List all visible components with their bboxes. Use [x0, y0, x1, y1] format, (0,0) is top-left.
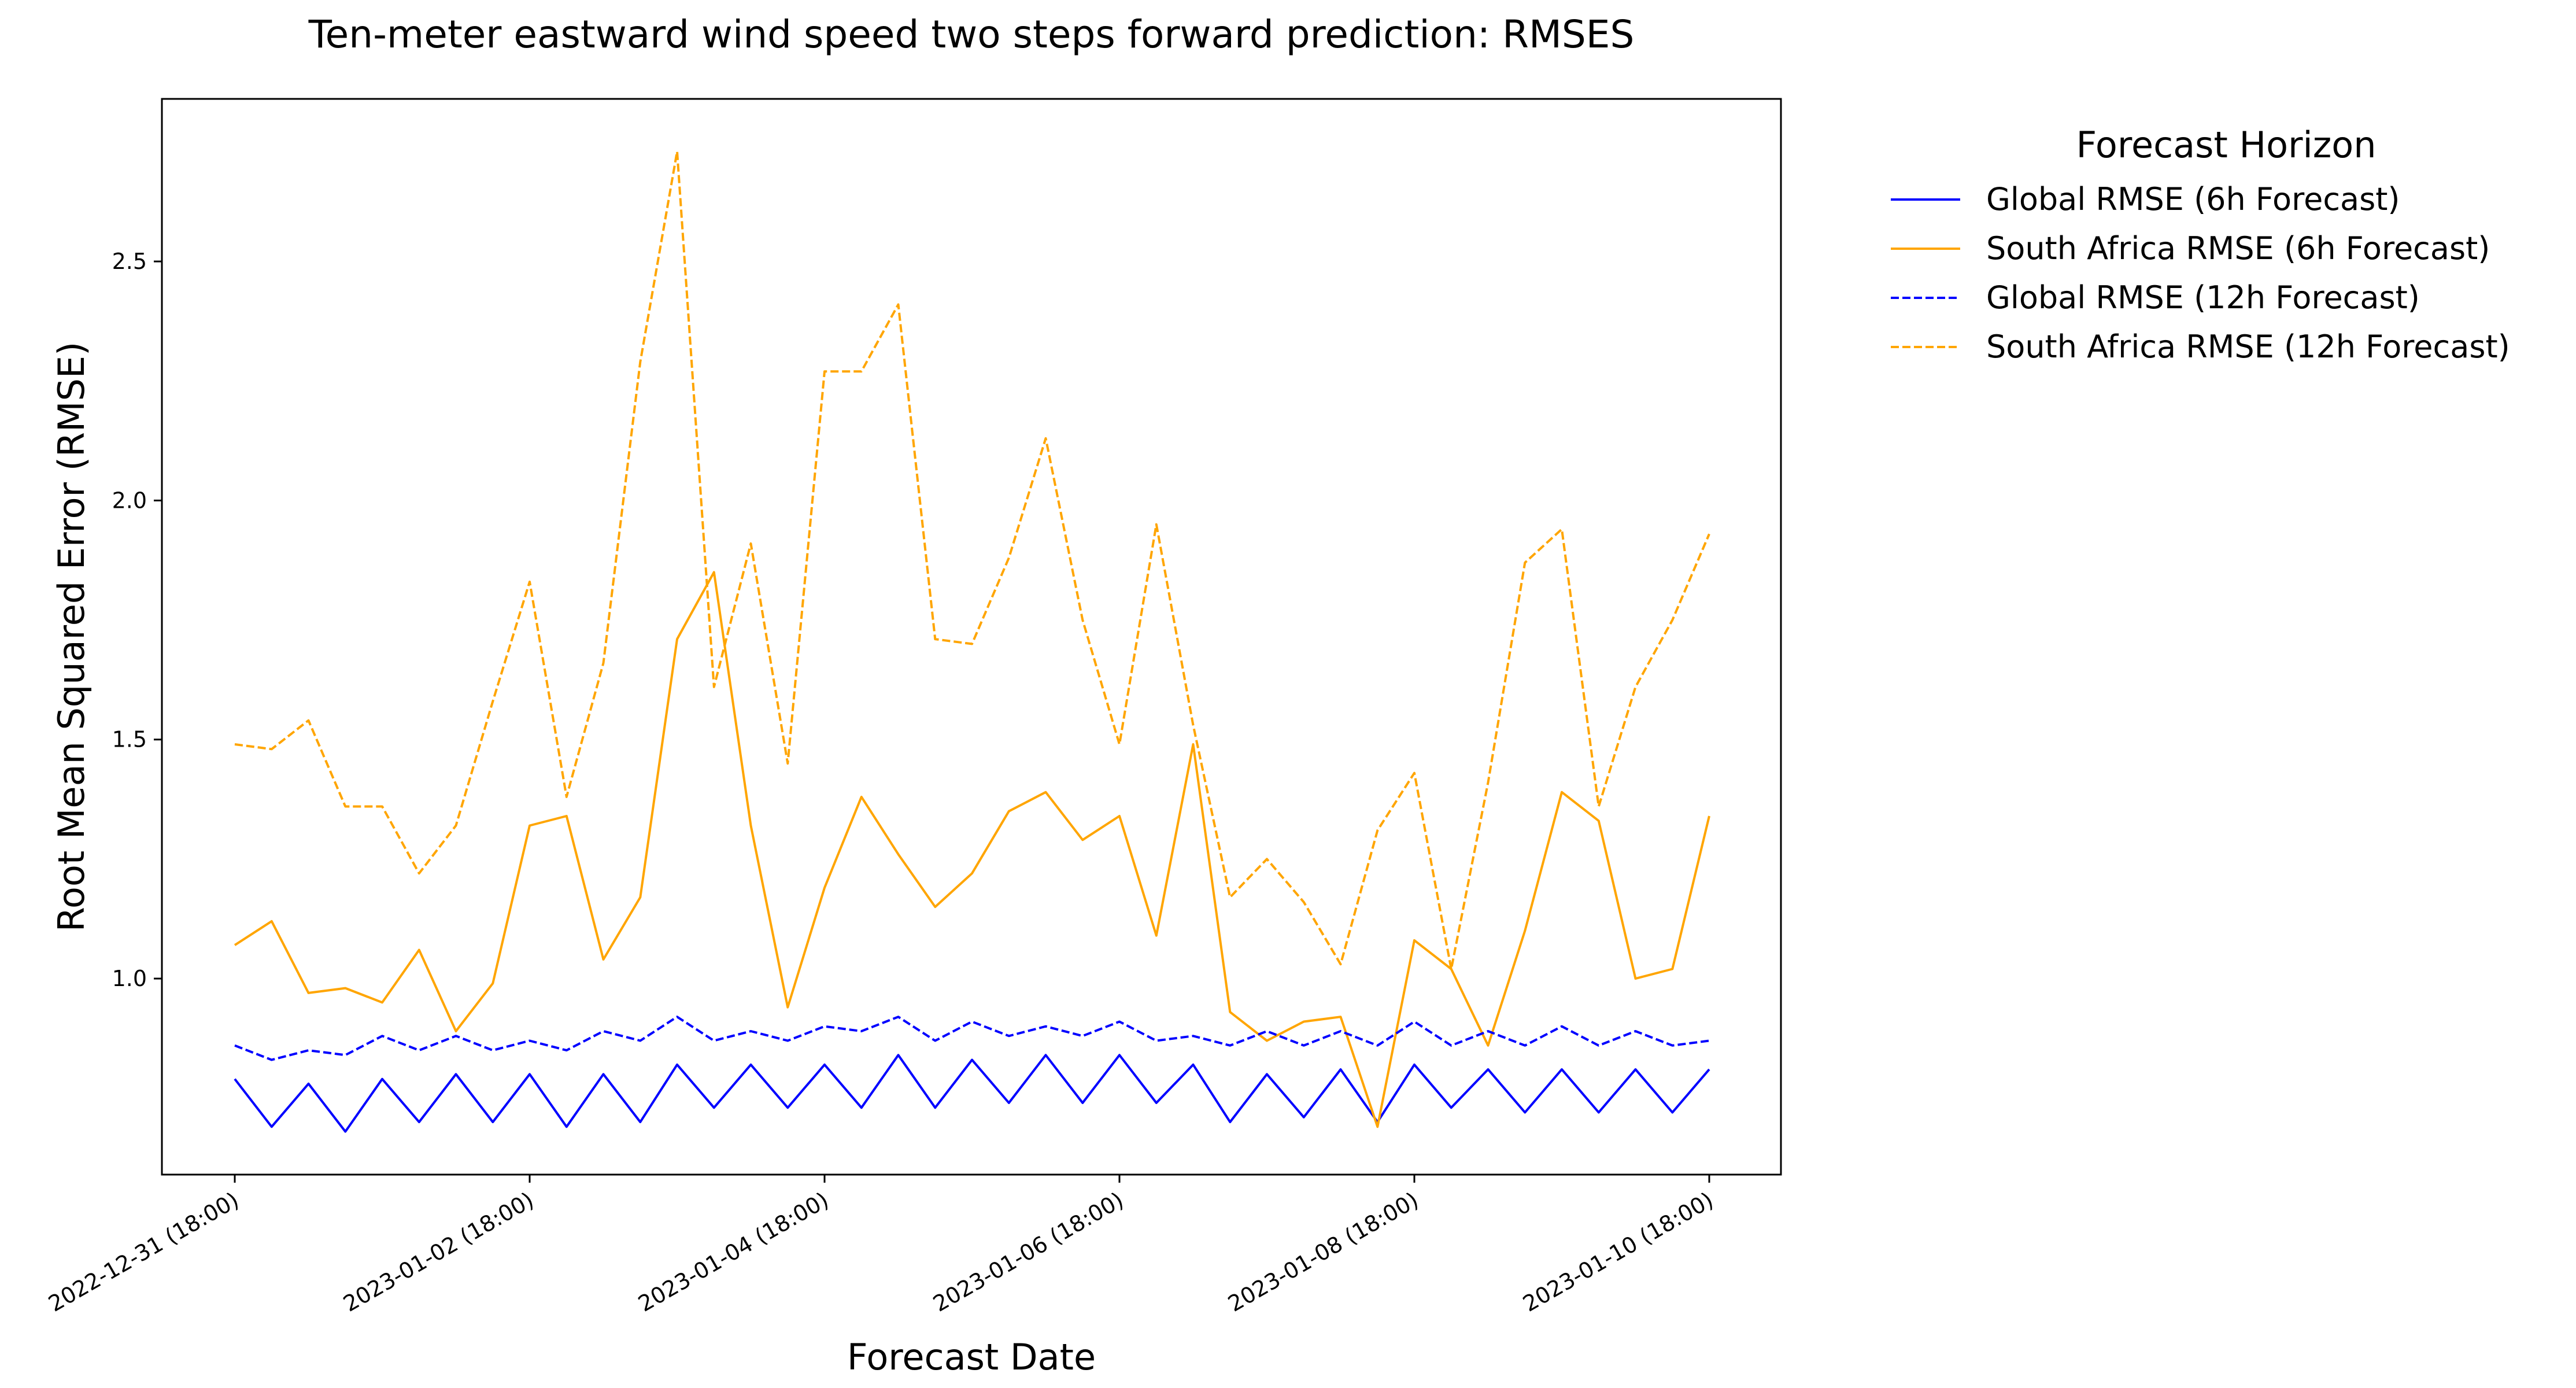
chart-title: Ten-meter eastward wind speed two steps …: [308, 12, 1635, 57]
y-tick-label-0: 1.0: [112, 966, 147, 991]
series-line-0: [234, 1054, 1710, 1133]
plot-area: [161, 98, 1782, 1176]
y-axis-label: Root Mean Squared Error (RMSE): [50, 342, 93, 932]
plot-frame: [161, 98, 1782, 1176]
series-line-3: [234, 150, 1710, 970]
series-layer: [234, 150, 1710, 1133]
legend-label-1: South Africa RMSE (6h Forecast): [1986, 230, 2490, 267]
series-line-2: [234, 1016, 1710, 1061]
y-tick-label-2: 2.0: [112, 488, 147, 513]
series-line-1: [234, 571, 1710, 1128]
legend-label-2: Global RMSE (12h Forecast): [1986, 279, 2420, 316]
x-axis-label: Forecast Date: [847, 1336, 1096, 1378]
y-tick-label-3: 2.5: [112, 249, 147, 274]
legend-title: Forecast Horizon: [2076, 124, 2376, 166]
y-tick-label-1: 1.5: [112, 727, 147, 752]
legend-label-0: Global RMSE (6h Forecast): [1986, 181, 2400, 217]
legend-label-3: South Africa RMSE (12h Forecast): [1986, 328, 2510, 365]
legend: Forecast Horizon Global RMSE (6h Forecas…: [1891, 124, 2510, 365]
y-axis: 1.0 1.5 2.0 2.5: [112, 249, 162, 991]
legend-entries: Global RMSE (6h Forecast) South Africa RM…: [1891, 181, 2510, 365]
